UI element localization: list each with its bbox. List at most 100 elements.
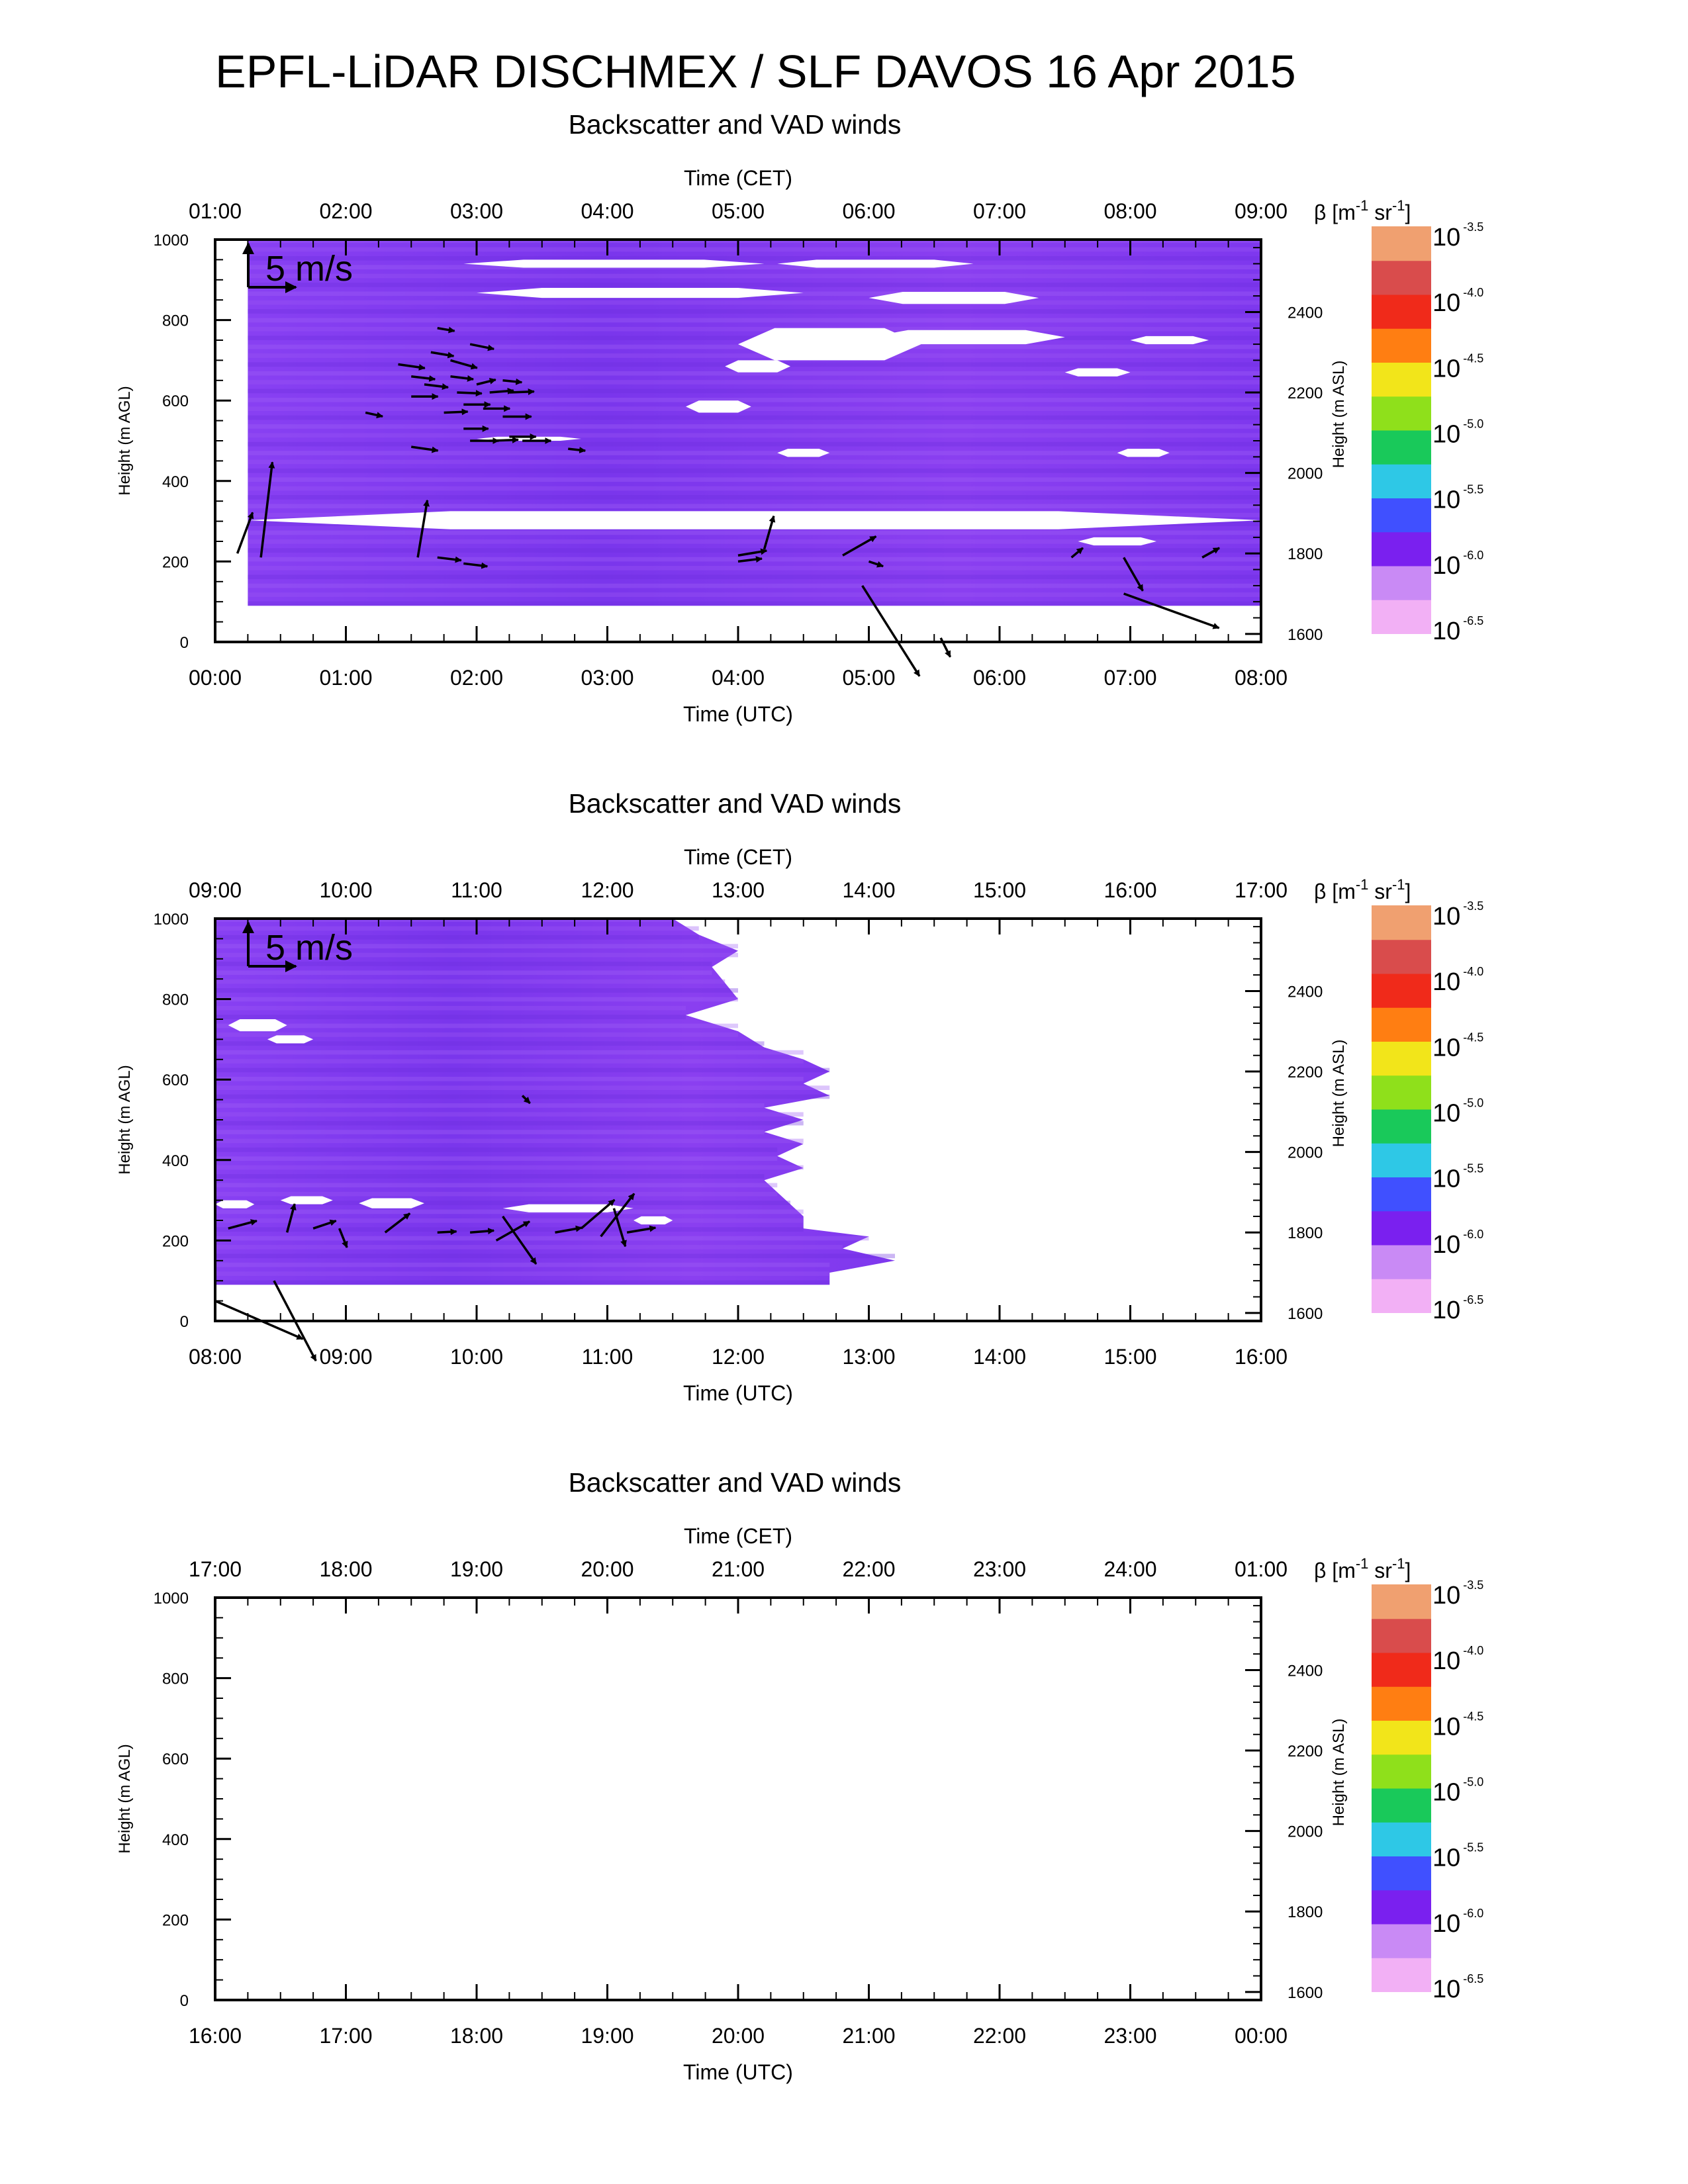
- top-tick-label: 14:00: [842, 878, 895, 902]
- colorbar-tick-exp: -6.5: [1463, 614, 1483, 627]
- colorbar-tick-exp: -5.0: [1463, 1776, 1483, 1789]
- x-tick-label: 21:00: [842, 2024, 895, 2048]
- colorbar-tick-exp: -4.0: [1463, 1644, 1483, 1657]
- wind-vector: [861, 584, 921, 677]
- colorbar-segment: [1372, 1788, 1431, 1823]
- backscatter-band: [248, 300, 1261, 305]
- clear-patch: [228, 1019, 287, 1032]
- colorbar-segment: [1372, 463, 1431, 498]
- backscatter-band: [248, 530, 1261, 535]
- y-tick-label: 200: [162, 553, 189, 571]
- clear-patch: [267, 1035, 314, 1044]
- backscatter-band: [215, 1085, 830, 1091]
- colorbar-tick-label: 10 -4.0: [1432, 965, 1483, 996]
- colorbar-tick-label: 10 -6.5: [1432, 614, 1483, 645]
- colorbar-tick-label: 10 -5.0: [1432, 1776, 1483, 1807]
- clear-patch: [868, 330, 1065, 345]
- backscatter-band: [215, 970, 712, 976]
- backscatter-band: [215, 1059, 804, 1064]
- y-tick-label: 200: [162, 1232, 189, 1250]
- backscatter-band: [248, 504, 1261, 509]
- y-axis-label: Height (m AGL): [116, 1744, 134, 1853]
- colorbar-tick-exp: -3.5: [1463, 899, 1483, 913]
- top-axis-label: Time (CET): [684, 845, 792, 869]
- colorbar-segment: [1372, 1856, 1431, 1891]
- right-tick-label: 1600: [1288, 1305, 1323, 1323]
- wind-vector: [1123, 557, 1144, 592]
- wind-vector: [737, 556, 763, 563]
- x-tick-label: 20:00: [712, 2024, 765, 2048]
- x-tick-label: 07:00: [1103, 666, 1156, 690]
- backscatter-band: [248, 406, 1261, 412]
- colorbar-tick-exp: -5.0: [1463, 418, 1483, 431]
- scale-arrow-label: 5 m/s: [265, 249, 353, 289]
- colorbar-tick-base: 10: [1432, 486, 1460, 514]
- backscatter-band: [215, 1050, 804, 1055]
- colorbar-segment: [1372, 430, 1431, 465]
- backscatter-band: [248, 433, 1261, 438]
- top-tick-label: 02:00: [319, 199, 372, 223]
- top-tick-label: 09:00: [1235, 199, 1288, 223]
- colorbar-tick-exp: -5.5: [1463, 1162, 1483, 1175]
- colorbar-tick-exp: -3.5: [1463, 1578, 1483, 1592]
- x-tick-label: 22:00: [973, 2024, 1026, 2048]
- y-tick-label: 800: [162, 312, 189, 330]
- backscatter-band: [215, 1068, 830, 1073]
- colorbar-segment: [1372, 973, 1431, 1008]
- backscatter-band: [248, 371, 1261, 376]
- backscatter-band: [215, 1147, 778, 1152]
- backscatter-band: [248, 486, 1261, 491]
- colorbar-label-part: sr: [1368, 880, 1392, 903]
- colorbar-segment: [1372, 1720, 1431, 1755]
- y-tick-label: 400: [162, 1831, 189, 1849]
- y-tick-label: 600: [162, 1071, 189, 1089]
- backscatter-band: [215, 1165, 804, 1170]
- clear-patch: [1130, 336, 1209, 345]
- wind-vector: [476, 378, 496, 386]
- right-tick-label: 2000: [1288, 1144, 1323, 1162]
- colorbar-tick-exp: -4.0: [1463, 965, 1483, 978]
- colorbar-tick-label: 10 -6.0: [1432, 1907, 1483, 1938]
- backscatter-band: [248, 397, 1261, 402]
- right-axis-label: Height (m ASL): [1330, 1719, 1348, 1827]
- top-tick-label: 06:00: [842, 199, 895, 223]
- backscatter-band: [215, 1138, 804, 1144]
- colorbar-label-part: -1: [1392, 876, 1405, 893]
- backscatter-band: [248, 583, 1261, 588]
- top-tick-label: 08:00: [1103, 199, 1156, 223]
- colorbar-tick-label: 10 -4.5: [1432, 1030, 1483, 1062]
- colorbar-tick-label: 10 -6.5: [1432, 1972, 1483, 2003]
- backscatter-band: [215, 1227, 804, 1232]
- wind-vector: [521, 1095, 531, 1105]
- right-tick-label: 2400: [1288, 1662, 1323, 1680]
- wind-vector: [411, 445, 439, 453]
- backscatter-band: [248, 441, 1261, 447]
- wind-vector: [1070, 547, 1084, 559]
- colorbar-tick-label: 10 -5.5: [1432, 1841, 1483, 1872]
- colorbar-label-part: ]: [1405, 880, 1411, 903]
- clear-patch: [777, 449, 830, 457]
- backscatter-band: [215, 952, 738, 958]
- wind-vector: [600, 1193, 635, 1238]
- colorbar-segment: [1372, 1957, 1431, 1992]
- chart-panel-2: Backscatter and VAD winds Time (CET) 08:00…: [116, 788, 1483, 1405]
- y-tick-label: 1000: [154, 911, 189, 929]
- top-tick-label: 16:00: [1103, 878, 1156, 902]
- colorbar-label-part: sr: [1368, 201, 1392, 224]
- backscatter-band: [215, 1174, 765, 1179]
- backscatter-band: [215, 1209, 804, 1214]
- colorbar-segment: [1372, 599, 1431, 634]
- wind-vector: [457, 390, 483, 397]
- x-tick-label: 19:00: [581, 2024, 633, 2048]
- colorbar-tick-label: 10 -6.0: [1432, 1228, 1483, 1259]
- plot-frame: [214, 1596, 1262, 2001]
- y-tick-label: 600: [162, 1751, 189, 1768]
- scale-arrow-label: 5 m/s: [265, 928, 353, 968]
- top-tick-label: 01:00: [189, 199, 242, 223]
- backscatter-band: [215, 1191, 778, 1197]
- colorbar-segment: [1372, 1210, 1431, 1246]
- colorbar-segment: [1372, 498, 1431, 533]
- colorbar-segment: [1372, 1007, 1431, 1042]
- y-tick-label: 0: [180, 1313, 189, 1331]
- colorbar-label-part: β [m: [1314, 201, 1356, 224]
